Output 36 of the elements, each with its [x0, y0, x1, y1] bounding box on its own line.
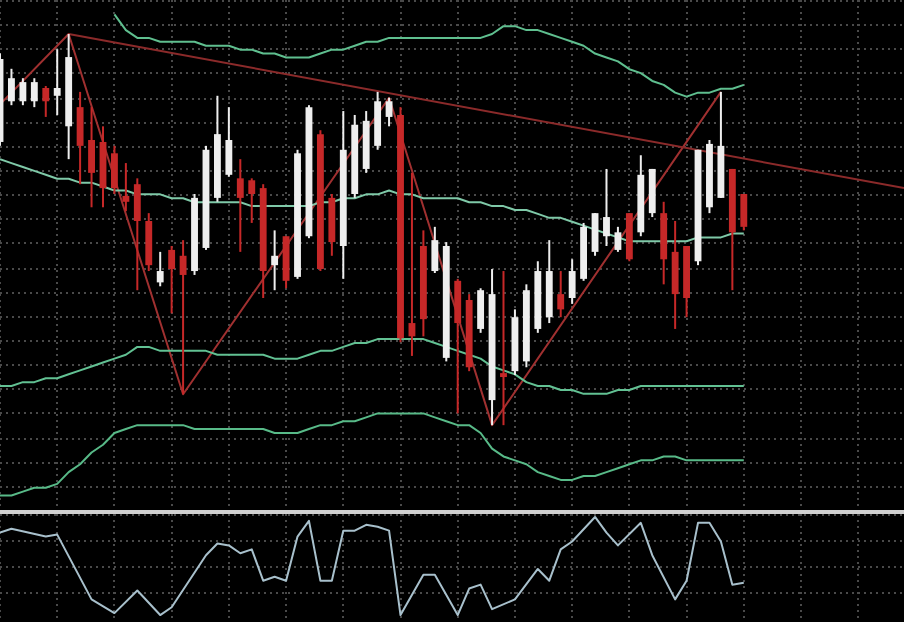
candlestick — [42, 85, 50, 118]
candlestick — [568, 258, 576, 305]
candlestick — [122, 162, 130, 213]
candlestick — [248, 177, 256, 224]
candlestick — [271, 229, 279, 292]
candlestick — [76, 90, 84, 186]
candlestick — [545, 239, 553, 325]
candlestick — [374, 90, 382, 151]
candlestick — [179, 239, 187, 396]
candlestick — [431, 225, 439, 274]
candlestick — [614, 225, 622, 253]
candlestick — [30, 77, 38, 109]
candlestick — [477, 287, 485, 334]
candlestick — [500, 270, 507, 427]
candlestick — [168, 245, 176, 315]
candlestick — [19, 77, 27, 107]
candlestick — [145, 212, 153, 273]
candlestick — [557, 270, 565, 319]
candlestick — [8, 67, 15, 107]
candlestick — [133, 177, 141, 292]
candlestick — [671, 219, 679, 330]
candlestick — [282, 235, 290, 290]
candlestick — [225, 106, 233, 178]
candlestick — [385, 96, 393, 128]
candlestick — [603, 167, 610, 247]
candlestick — [625, 212, 633, 263]
candlestick — [454, 277, 462, 415]
candlestick — [156, 250, 164, 288]
candlestick — [236, 158, 244, 253]
candlestick — [648, 167, 656, 219]
candlestick — [740, 192, 748, 232]
candlestick — [328, 192, 336, 257]
candlestick — [53, 48, 61, 116]
candlestick — [88, 106, 95, 209]
candlestick — [111, 144, 118, 195]
candlestick — [660, 200, 668, 286]
